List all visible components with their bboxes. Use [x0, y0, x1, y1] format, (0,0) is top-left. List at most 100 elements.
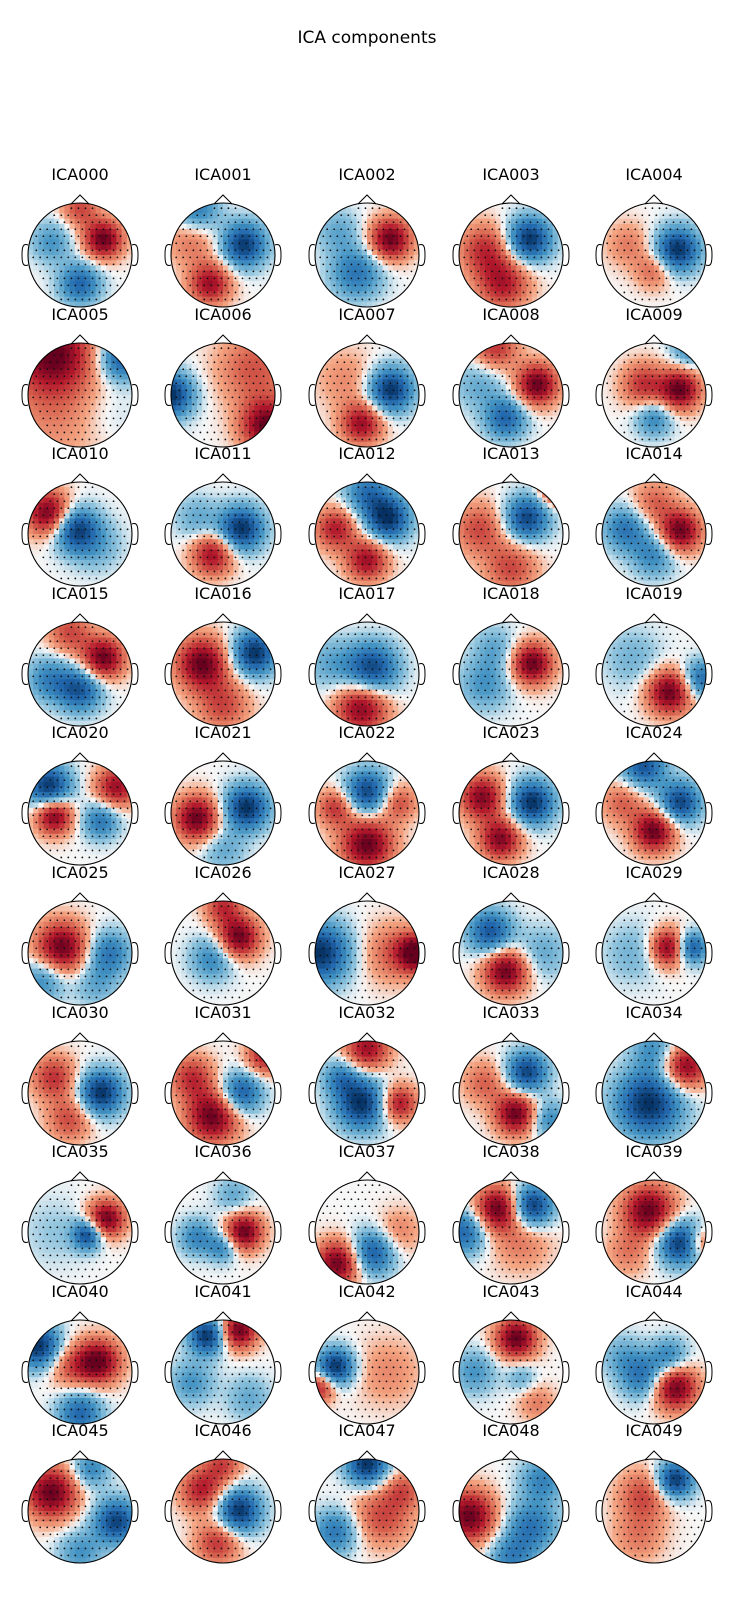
- right-ear-outline: [418, 244, 426, 266]
- left-ear-outline: [164, 1500, 172, 1523]
- right-ear-outline: [705, 802, 713, 825]
- topomap: [21, 892, 139, 1006]
- left-ear-outline: [452, 383, 460, 406]
- left-ear-outline: [164, 1360, 172, 1383]
- right-ear-outline: [274, 1360, 282, 1383]
- topomap: [164, 613, 282, 727]
- nose-outline: [501, 1171, 521, 1182]
- sensor-dots: [319, 1184, 416, 1278]
- topomap: [452, 613, 570, 727]
- left-ear-outline: [452, 1081, 460, 1104]
- topomap: [308, 473, 426, 587]
- right-ear-outline: [418, 662, 426, 685]
- sensor-dots: [319, 1463, 416, 1557]
- nose-outline: [70, 1450, 90, 1461]
- head-outline: [27, 760, 133, 866]
- nose-outline: [644, 752, 664, 763]
- sensor-dots: [32, 626, 129, 720]
- sensor-dots: [463, 1044, 560, 1138]
- left-ear-outline: [308, 1221, 316, 1244]
- component-label: ICA038: [446, 1142, 576, 1161]
- component-label: ICA047: [302, 1421, 432, 1440]
- sensor-dots: [319, 626, 416, 720]
- left-ear-outline: [308, 1081, 316, 1104]
- topomap: [452, 194, 570, 308]
- head-outline: [314, 760, 420, 866]
- nose-outline: [501, 1311, 521, 1322]
- sensor-dots: [175, 1324, 272, 1418]
- topomap: [595, 613, 713, 727]
- figure-title: ICA components: [0, 28, 734, 48]
- right-ear-outline: [274, 523, 282, 546]
- right-ear-outline: [562, 1081, 570, 1104]
- head-outline: [27, 621, 133, 727]
- sensor-dots: [32, 1324, 129, 1418]
- right-ear-outline: [418, 802, 426, 825]
- nose-outline: [644, 1171, 664, 1182]
- head-outline: [170, 1319, 276, 1425]
- sensor-dots: [606, 1463, 703, 1557]
- nose-outline: [357, 194, 377, 205]
- left-ear-outline: [308, 1360, 316, 1383]
- left-ear-outline: [164, 1221, 172, 1244]
- topomap: [308, 1450, 426, 1564]
- nose-outline: [644, 1450, 664, 1461]
- head-outline: [458, 1458, 564, 1564]
- left-ear-outline: [164, 802, 172, 825]
- head-outline: [27, 1319, 133, 1425]
- component-label: ICA042: [302, 1282, 432, 1301]
- nose-outline: [357, 613, 377, 624]
- nose-outline: [213, 892, 233, 903]
- component-label: ICA001: [158, 165, 288, 184]
- component-label: ICA044: [589, 1282, 719, 1301]
- right-ear-outline: [418, 383, 426, 406]
- nose-outline: [357, 1171, 377, 1182]
- right-ear-outline: [274, 1221, 282, 1244]
- sensor-dots: [175, 1044, 272, 1138]
- sensor-dots: [463, 905, 560, 999]
- component-label: ICA015: [15, 584, 145, 603]
- component-label: ICA025: [15, 863, 145, 882]
- nose-outline: [70, 194, 90, 205]
- heatmap-field: [459, 621, 563, 726]
- sensor-dots: [32, 486, 129, 580]
- head-outline: [27, 1040, 133, 1146]
- topomap: [21, 613, 139, 727]
- left-ear-outline: [452, 523, 460, 546]
- head-outline: [170, 481, 276, 587]
- sensor-dots: [463, 346, 560, 440]
- sensor-dots: [319, 207, 416, 301]
- topomap: [308, 1171, 426, 1285]
- head-outline: [27, 202, 133, 308]
- topomap: [21, 1031, 139, 1146]
- nose-outline: [70, 473, 90, 484]
- sensor-dots: [175, 1463, 272, 1557]
- left-ear-outline: [164, 942, 172, 964]
- component-label: ICA002: [302, 165, 432, 184]
- right-ear-outline: [705, 1081, 713, 1104]
- sensor-dots: [175, 346, 272, 440]
- sensor-dots: [175, 207, 272, 301]
- component-label: ICA021: [158, 723, 288, 742]
- left-ear-outline: [452, 1360, 460, 1383]
- head-outline: [314, 900, 420, 1006]
- left-ear-outline: [21, 802, 29, 825]
- sensor-dots: [175, 765, 272, 859]
- left-ear-outline: [595, 1500, 603, 1523]
- topomap: [164, 473, 282, 587]
- component-label: ICA049: [589, 1421, 719, 1440]
- right-ear-outline: [562, 1500, 570, 1523]
- nose-outline: [213, 752, 233, 763]
- topomap: [308, 752, 426, 866]
- component-label: ICA036: [158, 1142, 288, 1161]
- head-outline: [601, 481, 707, 587]
- sensor-dots: [319, 1324, 416, 1418]
- topomap: [21, 752, 139, 866]
- topomap: [164, 1031, 282, 1146]
- right-ear-outline: [274, 1500, 282, 1523]
- sensor-dots: [319, 486, 416, 580]
- topomap: [21, 473, 139, 587]
- component-label: ICA031: [158, 1003, 288, 1022]
- head-outline: [601, 342, 707, 448]
